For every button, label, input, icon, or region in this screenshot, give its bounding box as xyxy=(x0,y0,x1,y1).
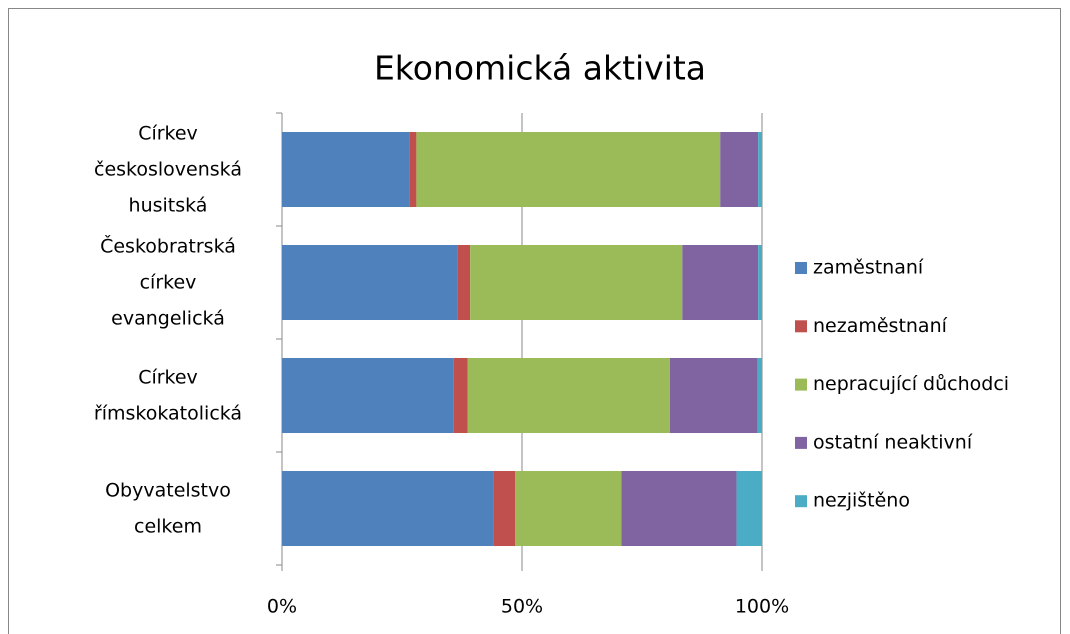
chart-title: Ekonomická aktivita xyxy=(374,49,706,88)
legend-swatch xyxy=(795,436,807,449)
bar-segment xyxy=(409,132,417,207)
bar-segment xyxy=(453,358,468,433)
legend-label: zaměstnaní xyxy=(813,257,924,279)
bar-segment xyxy=(720,132,759,207)
x-tick-label: 0% xyxy=(267,596,297,618)
bar-segment xyxy=(416,132,721,207)
bar-segment xyxy=(758,132,762,207)
bar-segment xyxy=(282,471,494,546)
legend-swatch xyxy=(795,320,807,333)
bar-segment xyxy=(758,245,762,320)
bar-segment xyxy=(467,358,670,433)
legend-label: nezaměstnaní xyxy=(813,315,948,337)
y-tick-label: Obyvatelstvo celkem xyxy=(105,479,231,537)
bar-segment xyxy=(757,358,762,433)
bar-segment xyxy=(470,245,683,320)
bar-segment xyxy=(515,471,622,546)
y-tick-label: Církev římskokatolická xyxy=(94,366,242,424)
bar-segment xyxy=(493,471,516,546)
x-tick-label: 100% xyxy=(735,596,789,618)
legend-label: nepracující důchodci xyxy=(813,373,1009,395)
bar-segment xyxy=(669,358,758,433)
y-tick-label: Církev československá husitská xyxy=(94,122,242,216)
bar-segment xyxy=(282,132,410,207)
legend-label: ostatní neaktivní xyxy=(813,431,973,453)
legend-label: nezjištěno xyxy=(813,490,910,512)
legend-swatch xyxy=(795,495,807,508)
bar-segment xyxy=(282,245,458,320)
legend-swatch xyxy=(795,378,807,391)
bar-segment xyxy=(682,245,759,320)
bar-segment xyxy=(736,471,762,546)
x-tick-label: 50% xyxy=(501,596,543,618)
bar-segment xyxy=(282,358,454,433)
bar-segment xyxy=(621,471,737,546)
y-tick-label: Českobratrská církev evangelická xyxy=(100,233,236,329)
bar-segment xyxy=(457,245,471,320)
legend-swatch xyxy=(795,262,807,274)
